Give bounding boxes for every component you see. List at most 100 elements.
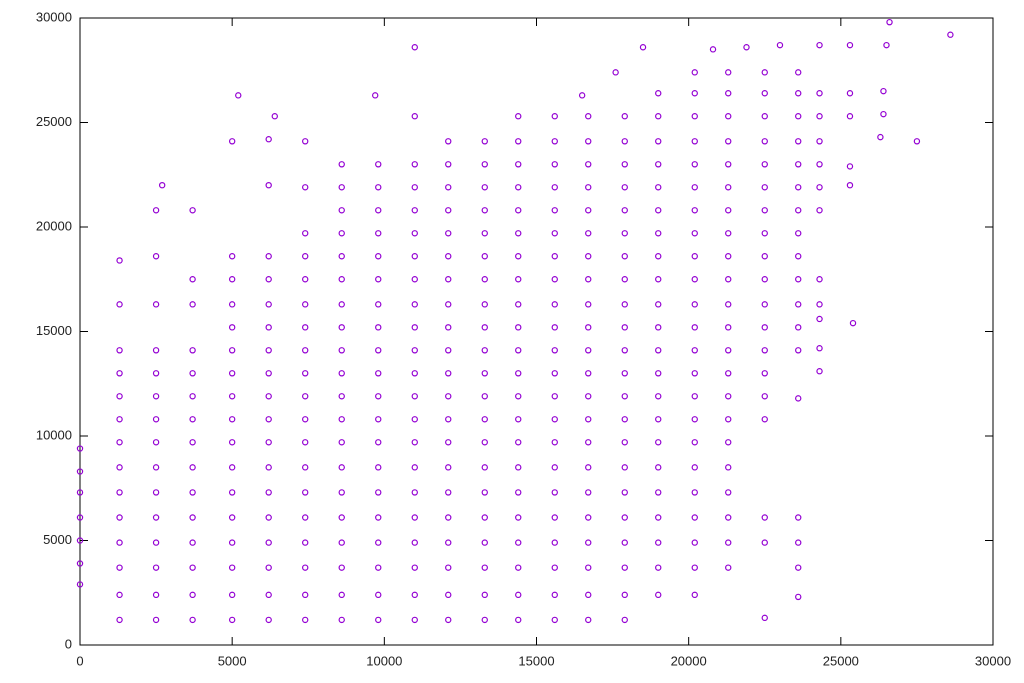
point	[481, 564, 488, 571]
point	[302, 616, 309, 624]
y-tick-label: 0	[65, 636, 72, 651]
point	[375, 370, 382, 377]
point	[228, 324, 236, 331]
point	[880, 110, 887, 118]
point	[445, 416, 452, 423]
point	[152, 416, 160, 423]
point	[655, 439, 662, 446]
point	[481, 370, 488, 377]
point	[189, 416, 196, 423]
point	[691, 370, 698, 377]
point	[886, 18, 893, 26]
point	[585, 230, 592, 237]
point	[585, 184, 592, 191]
point	[445, 439, 452, 446]
point	[265, 416, 272, 423]
point	[621, 416, 628, 423]
point	[338, 276, 345, 283]
point	[481, 184, 488, 191]
point	[445, 184, 452, 191]
point	[228, 439, 236, 446]
point	[265, 276, 272, 283]
point	[116, 489, 123, 496]
point	[481, 539, 488, 546]
point	[725, 416, 732, 423]
x-tick-label: 30000	[975, 653, 1011, 668]
point	[612, 69, 619, 76]
point	[655, 161, 662, 168]
point	[621, 184, 628, 191]
point	[761, 539, 768, 546]
point	[338, 207, 345, 214]
point	[621, 276, 628, 283]
point	[655, 489, 662, 496]
point	[481, 489, 488, 496]
point	[761, 324, 768, 331]
point	[585, 370, 592, 377]
point	[411, 464, 418, 471]
point	[515, 616, 522, 624]
point	[515, 514, 522, 521]
point	[302, 370, 309, 377]
point	[265, 393, 272, 400]
point	[228, 616, 236, 624]
point	[585, 207, 592, 214]
point	[338, 489, 345, 496]
point	[691, 184, 698, 191]
point	[761, 614, 768, 622]
point	[621, 207, 628, 214]
point	[691, 253, 698, 260]
point	[445, 276, 452, 283]
point	[302, 539, 309, 546]
point	[691, 138, 698, 145]
point	[655, 113, 662, 120]
point	[761, 416, 768, 423]
point	[411, 301, 418, 308]
point	[375, 489, 382, 496]
point	[795, 593, 802, 601]
point	[551, 347, 558, 354]
point	[152, 564, 160, 571]
point	[691, 393, 698, 400]
point	[481, 207, 488, 214]
point	[302, 514, 309, 521]
point	[265, 591, 272, 599]
point	[189, 564, 196, 571]
point	[338, 539, 345, 546]
point	[655, 370, 662, 377]
point	[302, 393, 309, 400]
point	[551, 439, 558, 446]
point	[585, 324, 592, 331]
point	[338, 161, 345, 168]
point	[551, 161, 558, 168]
y-tick-label: 5000	[43, 532, 72, 547]
point	[265, 324, 272, 331]
point	[795, 276, 802, 283]
point	[655, 416, 662, 423]
point	[445, 347, 452, 354]
point	[189, 301, 196, 308]
point	[116, 616, 123, 624]
point	[375, 230, 382, 237]
point	[655, 539, 662, 546]
point	[228, 416, 236, 423]
point	[375, 184, 382, 191]
point	[621, 489, 628, 496]
point	[152, 393, 160, 400]
point	[445, 324, 452, 331]
point	[411, 161, 418, 168]
point	[515, 113, 522, 120]
point	[551, 138, 558, 145]
point	[76, 581, 84, 588]
point	[578, 92, 586, 99]
point	[411, 347, 418, 354]
point	[515, 393, 522, 400]
point	[189, 489, 196, 496]
point	[445, 301, 452, 308]
point	[795, 161, 802, 168]
point	[585, 464, 592, 471]
point	[913, 138, 921, 145]
point	[189, 514, 196, 521]
point	[551, 616, 558, 624]
